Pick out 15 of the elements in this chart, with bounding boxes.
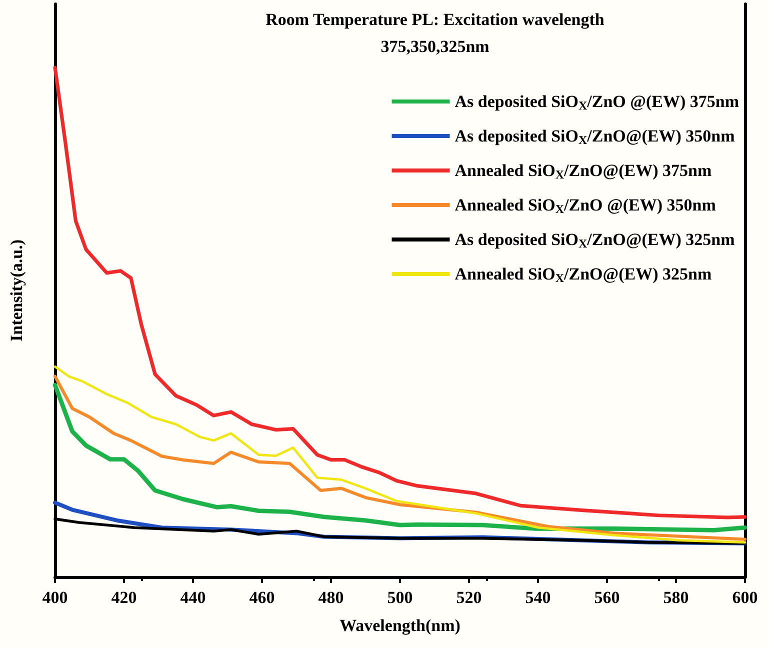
y-axis-title: Intensity(a.u.) bbox=[7, 239, 26, 342]
x-tick-label: 600 bbox=[732, 588, 758, 607]
x-tick-label: 520 bbox=[456, 588, 482, 607]
chart-title: Room Temperature PL: Excitation wavelength bbox=[266, 10, 605, 29]
chart-subtitle: 375,350,325nm bbox=[380, 37, 490, 56]
x-tick-label: 480 bbox=[318, 588, 344, 607]
x-axis-title: Wavelength(nm) bbox=[340, 616, 460, 635]
x-tick-label: 460 bbox=[249, 588, 275, 607]
x-tick-label: 540 bbox=[525, 588, 551, 607]
x-tick-label: 400 bbox=[42, 588, 68, 607]
x-tick-label: 560 bbox=[594, 588, 620, 607]
x-tick-label: 500 bbox=[387, 588, 413, 607]
x-tick-label: 440 bbox=[180, 588, 206, 607]
x-tick-label: 580 bbox=[663, 588, 689, 607]
x-tick-label: 420 bbox=[111, 588, 137, 607]
